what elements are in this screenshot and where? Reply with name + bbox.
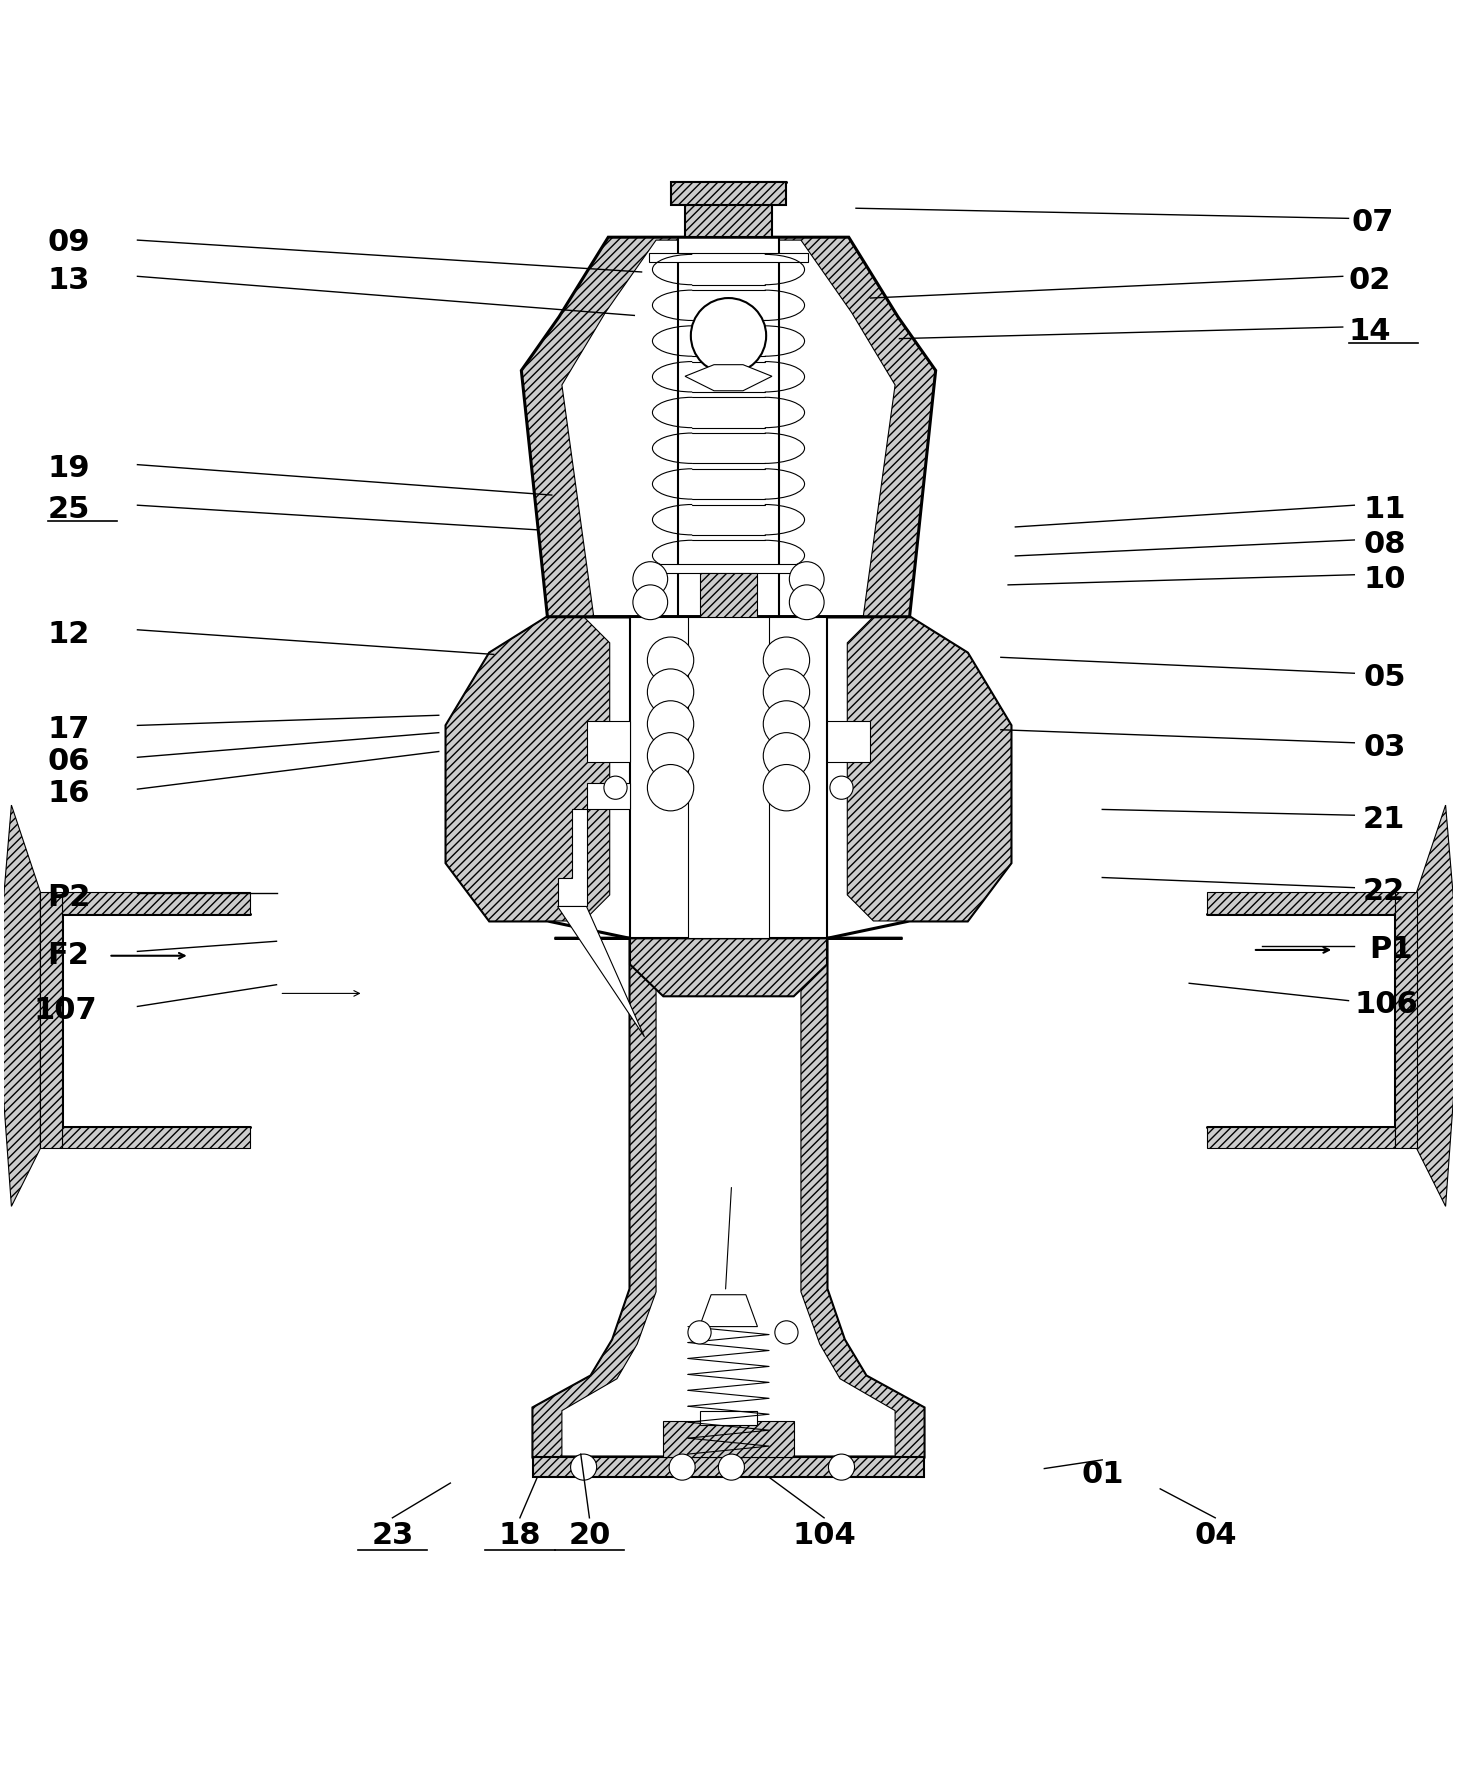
Text: 14: 14 xyxy=(1349,318,1391,346)
Circle shape xyxy=(647,765,694,812)
Polygon shape xyxy=(63,892,251,913)
Polygon shape xyxy=(848,617,1011,921)
Circle shape xyxy=(775,1320,798,1343)
Polygon shape xyxy=(648,253,809,262)
Text: 21: 21 xyxy=(1362,805,1406,835)
Polygon shape xyxy=(629,617,828,938)
Text: 106: 106 xyxy=(1355,990,1418,1019)
Polygon shape xyxy=(558,810,587,906)
Text: 01: 01 xyxy=(1081,1459,1123,1490)
Polygon shape xyxy=(533,938,656,1458)
Polygon shape xyxy=(779,237,935,617)
Polygon shape xyxy=(522,237,678,617)
Polygon shape xyxy=(699,1295,758,1327)
Circle shape xyxy=(763,669,810,715)
Polygon shape xyxy=(699,1411,758,1425)
Circle shape xyxy=(763,637,810,683)
Circle shape xyxy=(691,298,766,373)
Text: P1: P1 xyxy=(1368,935,1412,965)
Polygon shape xyxy=(670,182,787,205)
Polygon shape xyxy=(828,721,870,762)
Text: 06: 06 xyxy=(48,747,90,776)
Text: 107: 107 xyxy=(34,995,96,1026)
Text: 19: 19 xyxy=(48,455,90,483)
Text: 11: 11 xyxy=(1362,494,1406,524)
Text: 22: 22 xyxy=(1362,878,1405,906)
Text: F2: F2 xyxy=(48,942,89,970)
Text: 104: 104 xyxy=(793,1520,855,1550)
Circle shape xyxy=(688,1320,711,1343)
Polygon shape xyxy=(685,191,772,237)
Text: 02: 02 xyxy=(1349,266,1391,294)
Circle shape xyxy=(647,637,694,683)
Polygon shape xyxy=(1206,892,1394,913)
Polygon shape xyxy=(685,364,772,391)
Polygon shape xyxy=(1206,1127,1394,1149)
Text: 16: 16 xyxy=(48,780,90,808)
Polygon shape xyxy=(63,1127,251,1149)
Text: 10: 10 xyxy=(1362,564,1406,594)
Circle shape xyxy=(647,701,694,747)
Circle shape xyxy=(763,765,810,812)
Circle shape xyxy=(790,562,825,596)
Text: 23: 23 xyxy=(372,1520,414,1550)
Polygon shape xyxy=(1416,805,1457,1206)
Text: 08: 08 xyxy=(1362,530,1406,558)
Text: 07: 07 xyxy=(1352,209,1394,237)
Polygon shape xyxy=(0,805,41,1206)
Polygon shape xyxy=(629,938,828,995)
Circle shape xyxy=(829,1454,855,1481)
Text: 04: 04 xyxy=(1193,1520,1237,1550)
Polygon shape xyxy=(558,906,644,1037)
Text: 05: 05 xyxy=(1362,664,1406,692)
Circle shape xyxy=(718,1454,745,1481)
Text: 18: 18 xyxy=(498,1520,541,1550)
Circle shape xyxy=(830,776,854,799)
Circle shape xyxy=(571,1454,597,1481)
Circle shape xyxy=(763,733,810,780)
Polygon shape xyxy=(446,617,609,921)
Text: 17: 17 xyxy=(48,715,90,744)
Text: 12: 12 xyxy=(48,619,90,649)
Circle shape xyxy=(790,585,825,619)
Text: 20: 20 xyxy=(568,1520,610,1550)
Circle shape xyxy=(763,701,810,747)
Circle shape xyxy=(603,776,627,799)
Polygon shape xyxy=(533,1458,924,1477)
Circle shape xyxy=(632,562,667,596)
Text: 25: 25 xyxy=(48,494,90,524)
Polygon shape xyxy=(699,573,758,628)
Polygon shape xyxy=(801,938,924,1458)
Circle shape xyxy=(669,1454,695,1481)
Polygon shape xyxy=(446,617,1011,938)
Circle shape xyxy=(647,733,694,780)
Text: 03: 03 xyxy=(1362,733,1406,762)
Polygon shape xyxy=(587,783,629,810)
Circle shape xyxy=(647,669,694,715)
Polygon shape xyxy=(648,564,809,573)
Polygon shape xyxy=(663,1420,794,1458)
Text: P2: P2 xyxy=(48,883,90,912)
Circle shape xyxy=(632,585,667,619)
Polygon shape xyxy=(688,617,769,938)
Polygon shape xyxy=(1394,892,1416,1149)
Text: 13: 13 xyxy=(48,266,90,294)
Polygon shape xyxy=(587,721,629,762)
Polygon shape xyxy=(41,892,63,1149)
Polygon shape xyxy=(533,938,924,1458)
Text: 09: 09 xyxy=(48,228,90,257)
